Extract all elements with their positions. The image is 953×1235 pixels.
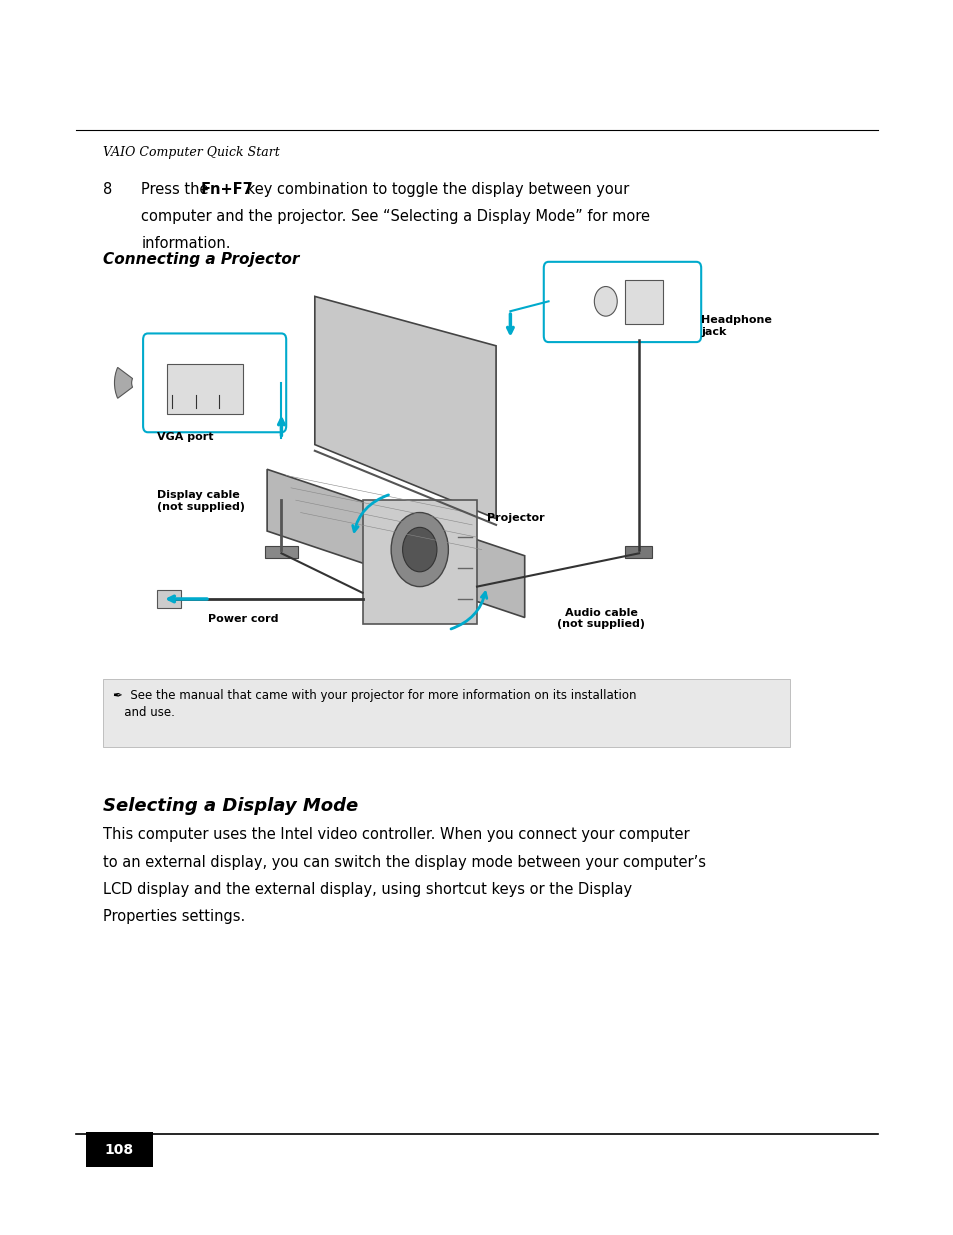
- FancyBboxPatch shape: [143, 333, 286, 432]
- Text: Fn+F7: Fn+F7: [200, 182, 253, 196]
- Text: Headphone
jack: Headphone jack: [700, 315, 771, 336]
- Wedge shape: [114, 368, 132, 398]
- Text: computer and the projector. See “Selecting a Display Mode” for more: computer and the projector. See “Selecti…: [141, 209, 650, 224]
- Text: Press the: Press the: [141, 182, 213, 196]
- Bar: [624, 546, 651, 558]
- Text: ✒  See the manual that came with your projector for more information on its inst: ✒ See the manual that came with your pro…: [112, 689, 636, 719]
- Text: This computer uses the Intel video controller. When you connect your computer: This computer uses the Intel video contr…: [103, 827, 689, 842]
- Bar: [624, 280, 662, 324]
- Polygon shape: [314, 296, 496, 519]
- Text: 108: 108: [105, 1142, 133, 1157]
- Text: Display cable
(not supplied): Display cable (not supplied): [157, 490, 245, 511]
- Text: Connecting a Projector: Connecting a Projector: [103, 252, 299, 267]
- Text: Selecting a Display Mode: Selecting a Display Mode: [103, 797, 358, 815]
- Bar: [157, 590, 181, 608]
- Text: to an external display, you can switch the display mode between your computer’s: to an external display, you can switch t…: [103, 855, 705, 869]
- Circle shape: [391, 513, 448, 587]
- Text: Projector: Projector: [486, 513, 543, 522]
- Polygon shape: [267, 469, 524, 618]
- Text: 8: 8: [103, 182, 112, 196]
- Text: Properties settings.: Properties settings.: [103, 909, 245, 924]
- Circle shape: [402, 527, 436, 572]
- Text: Audio cable
(not supplied): Audio cable (not supplied): [557, 608, 644, 629]
- Text: key combination to toggle the display between your: key combination to toggle the display be…: [242, 182, 629, 196]
- FancyBboxPatch shape: [543, 262, 700, 342]
- Text: LCD display and the external display, using shortcut keys or the Display: LCD display and the external display, us…: [103, 882, 632, 897]
- Text: Power cord: Power cord: [208, 614, 278, 624]
- Circle shape: [594, 287, 617, 316]
- Text: information.: information.: [141, 236, 231, 251]
- FancyBboxPatch shape: [86, 1132, 152, 1167]
- Text: VAIO Computer Quick Start: VAIO Computer Quick Start: [103, 146, 279, 159]
- Bar: [362, 500, 476, 624]
- FancyBboxPatch shape: [103, 679, 789, 747]
- FancyBboxPatch shape: [167, 364, 243, 414]
- FancyBboxPatch shape: [265, 546, 297, 558]
- Text: VGA port: VGA port: [157, 432, 213, 442]
